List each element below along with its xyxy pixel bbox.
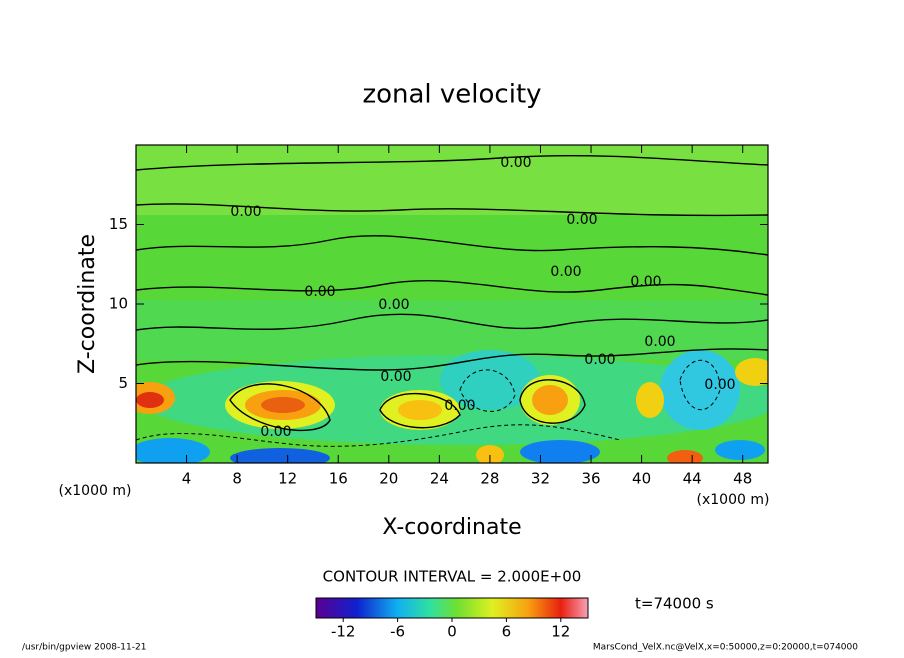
contour-label: 0.00	[380, 369, 411, 385]
x-tick-label: 36	[581, 470, 600, 488]
contour-interval: CONTOUR INTERVAL = 2.000E+00	[323, 568, 582, 586]
x-tick-label: 20	[379, 470, 398, 488]
x-tick-label: 24	[430, 470, 449, 488]
y-tick-label: 5	[118, 374, 128, 392]
contour-label: 0.00	[230, 204, 261, 220]
colorbar-tick-label: 12	[551, 623, 570, 641]
x-tick-label: 44	[683, 470, 702, 488]
x-tick-label: 32	[531, 470, 550, 488]
contour-field	[136, 145, 768, 463]
contour-label: 0.00	[304, 284, 335, 300]
x-tick-label: 8	[232, 470, 242, 488]
chart-title: zonal velocity	[362, 80, 541, 110]
colorbar-tick-label: 0	[447, 623, 457, 641]
y-tick-label: 15	[109, 215, 128, 233]
contour-label: 0.00	[550, 264, 581, 280]
colorbar-tick-label: -12	[331, 623, 356, 641]
contour-label: 0.00	[260, 424, 291, 440]
x-axis-label: X-coordinate	[382, 515, 521, 540]
y-tick-label: 10	[109, 295, 128, 313]
contour-label: 0.00	[644, 334, 675, 350]
contour-label: 0.00	[566, 212, 597, 228]
x-tick-label: 48	[733, 470, 752, 488]
contour-label: 0.00	[704, 377, 735, 393]
x-unit: (x1000 m)	[697, 492, 770, 508]
contour-label: 0.00	[630, 274, 661, 290]
contour-label: 0.00	[378, 297, 409, 313]
footer-left: /usr/bin/gpview 2008-11-21	[22, 643, 146, 653]
colorbar-tick-label: -6	[390, 623, 405, 641]
contour-label: 0.00	[584, 352, 615, 368]
x-tick-label: 4	[182, 470, 192, 488]
contour-label: 0.00	[500, 155, 531, 171]
y-axis-label: Z-coordinate	[75, 234, 100, 374]
colorbar-tick-label: 6	[502, 623, 512, 641]
y-unit: (x1000 m)	[59, 483, 132, 499]
footer-right: MarsCond_VelX.nc@VelX,x=0:50000,z=0:2000…	[593, 643, 858, 653]
time-label: t=74000 s	[635, 595, 714, 613]
colorbar	[315, 597, 589, 619]
x-tick-label: 16	[329, 470, 348, 488]
x-tick-label: 12	[278, 470, 297, 488]
contour-label: 0.00	[444, 398, 475, 414]
x-tick-label: 28	[480, 470, 499, 488]
x-tick-label: 40	[632, 470, 651, 488]
